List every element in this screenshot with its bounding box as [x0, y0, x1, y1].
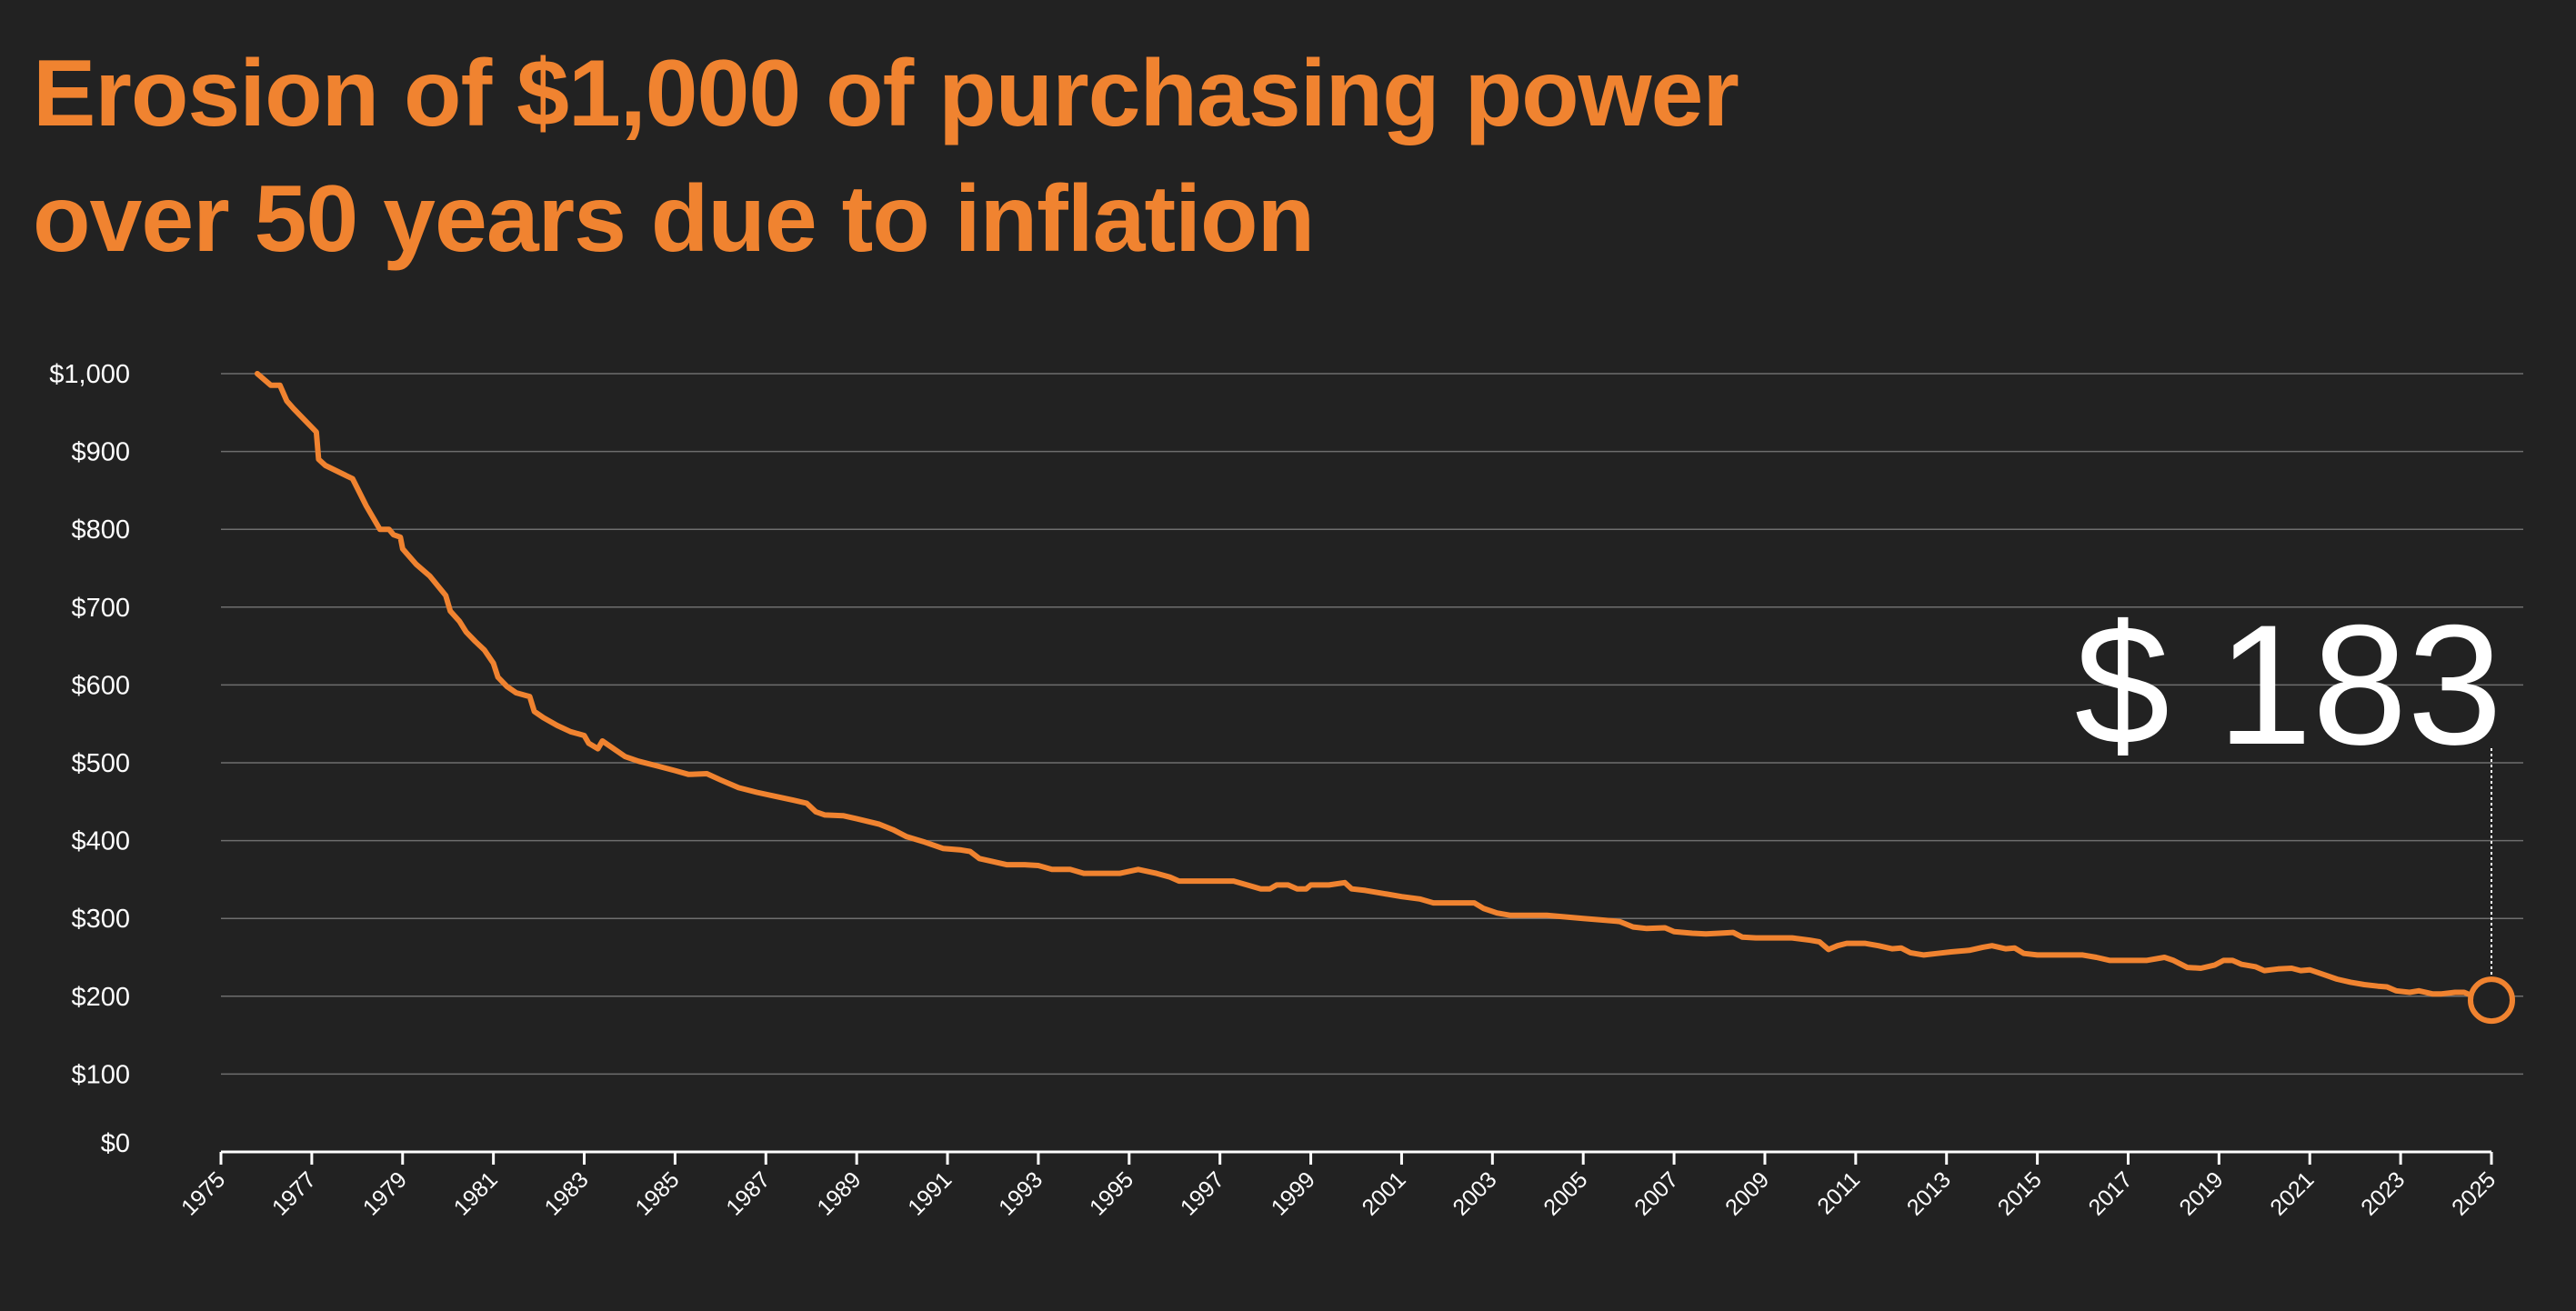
chart-title-line-1: Erosion of $1,000 of purchasing power	[33, 41, 1739, 146]
y-tick-label: $300	[71, 905, 130, 934]
end-value-label: $ 183	[2075, 589, 2502, 780]
x-tick-label: 1999	[1267, 1166, 1320, 1220]
y-tick-label: $600	[71, 671, 130, 700]
y-tick-label: $900	[71, 438, 130, 467]
x-tick-label: 1985	[631, 1166, 685, 1220]
x-tick-label: 2023	[2356, 1166, 2410, 1220]
gridlines	[221, 373, 2523, 1076]
y-tick-label: $400	[71, 827, 130, 856]
x-tick-label: 2021	[2265, 1166, 2319, 1220]
y-tick-label: $700	[71, 594, 130, 623]
chart-title: Erosion of $1,000 of purchasing power ov…	[33, 31, 2124, 282]
y-tick-label: $1,000	[49, 360, 130, 389]
y-tick-label: $200	[71, 983, 130, 1012]
x-tick-label: 2007	[1629, 1166, 1683, 1220]
x-tick-label: 1975	[176, 1166, 230, 1220]
x-tick-label: 2015	[1993, 1166, 2047, 1220]
x-tick-label: 2005	[1539, 1166, 1592, 1220]
x-tick-label: 1995	[1085, 1166, 1138, 1220]
x-tick-label: 1983	[540, 1166, 594, 1220]
x-tick-label: 1991	[903, 1166, 957, 1220]
end-point-marker	[2468, 976, 2515, 1025]
x-tick-label: 2025	[2447, 1166, 2501, 1220]
x-tick-label: 1979	[358, 1166, 412, 1220]
chart-title-line-2: over 50 years due to inflation	[33, 166, 1315, 272]
x-tick-label: 1981	[449, 1166, 503, 1220]
end-annotation: $ 183	[2075, 589, 2515, 1025]
y-tick-label: $100	[71, 1060, 130, 1089]
y-tick-label: $500	[71, 749, 130, 778]
x-axis: 1975 1977 1979 1981 1983 1985 1987 1989 1991 1993…	[176, 1150, 2501, 1221]
x-tick-label: 2009	[1720, 1166, 1774, 1220]
x-tick-label: 1993	[994, 1166, 1047, 1220]
x-tick-label: 2017	[2084, 1166, 2138, 1220]
series-line	[255, 371, 2494, 1004]
x-tick-label: 2019	[2174, 1166, 2228, 1220]
y-tick-label: $0	[101, 1129, 130, 1158]
x-tick-label: 1997	[1176, 1166, 1229, 1220]
x-tick-label: 2001	[1358, 1166, 1411, 1220]
x-tick-label: 2003	[1448, 1166, 1501, 1220]
x-tick-label: 1989	[812, 1166, 866, 1220]
y-axis-tick-labels: $0 $100 $200 $300 $400 $500 $600 $700 $800 $900 $1…	[49, 360, 130, 1158]
x-tick-label: 2011	[1812, 1166, 1865, 1219]
y-tick-label: $800	[71, 515, 130, 545]
x-tick-label: 1977	[267, 1166, 321, 1220]
x-tick-label: 2013	[1902, 1166, 1956, 1220]
x-tick-label: 1987	[721, 1166, 775, 1220]
series-lines	[255, 371, 2494, 1004]
